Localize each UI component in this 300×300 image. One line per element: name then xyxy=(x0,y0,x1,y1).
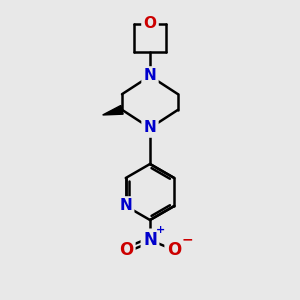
Text: −: − xyxy=(182,232,194,246)
Text: N: N xyxy=(119,199,132,214)
Text: N: N xyxy=(144,68,156,83)
Text: O: O xyxy=(167,241,181,259)
Text: O: O xyxy=(143,16,157,32)
Polygon shape xyxy=(103,106,123,115)
Text: N: N xyxy=(143,231,157,249)
Text: O: O xyxy=(119,241,133,259)
Text: N: N xyxy=(144,121,156,136)
Text: +: + xyxy=(156,225,165,235)
